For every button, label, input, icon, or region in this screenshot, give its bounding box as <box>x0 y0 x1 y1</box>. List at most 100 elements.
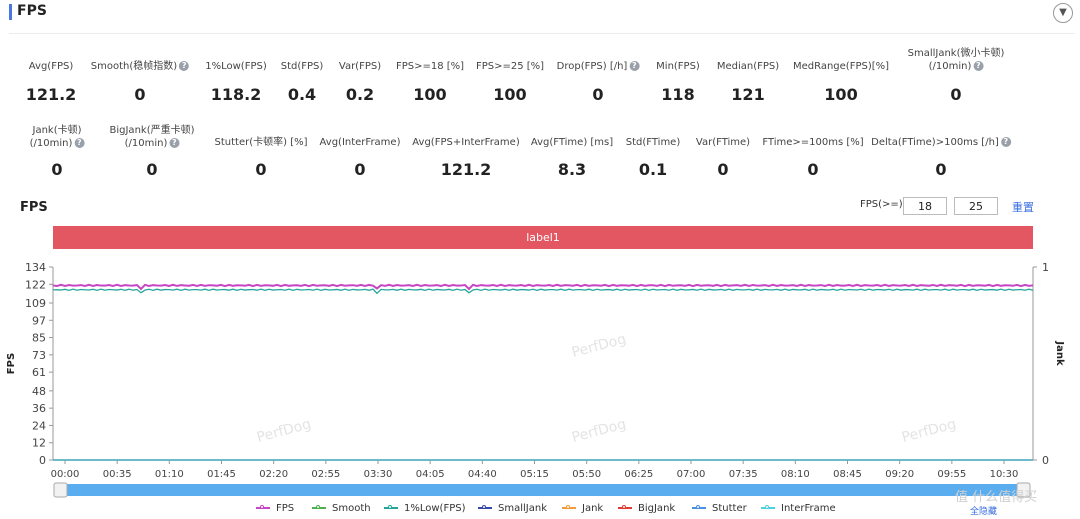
series-line-1-low-fps- <box>52 288 1034 295</box>
slider-handle-left[interactable] <box>53 482 68 498</box>
x-tick-label: 01:10 <box>155 469 184 480</box>
y-tick-label: 109 <box>25 297 46 310</box>
metric-metrics_row1-3: Std(FPS) 0.4 <box>280 60 324 104</box>
metric-unit-text: (/10min) <box>928 61 972 72</box>
metric-label-text: Jank(卡顿) <box>32 125 82 136</box>
help-icon[interactable]: ? <box>973 61 984 71</box>
help-icon[interactable]: ? <box>1000 137 1011 147</box>
hide-all-button[interactable]: 全隐藏 <box>970 507 998 517</box>
metric-label: Delta(FTime)>100ms [/h]? <box>871 136 1011 149</box>
metric-label-text: 1%Low(FPS) <box>205 61 267 72</box>
metric-metrics_row1-8: Min(FPS) 118 <box>656 60 700 104</box>
fps-chart: 0 12 24 36 48 61 73 85 97 109 122 134 0 1 FPS Jank 00:00… <box>6 261 1065 498</box>
metric-metrics_row2-3: Avg(InterFrame) 0 <box>319 136 401 179</box>
metric-label: SmallJank(微小卡顿) <box>908 47 1005 60</box>
metric-label: Var(FTime) <box>696 136 750 149</box>
y-tick-label: 12 <box>32 437 46 450</box>
help-icon[interactable]: ? <box>179 61 190 71</box>
y2-tick-label: 0 <box>1042 454 1049 467</box>
help-icon[interactable]: ? <box>74 138 85 148</box>
metric-value: 0 <box>935 160 947 179</box>
chevron-down-icon[interactable]: ▼ <box>1053 3 1073 23</box>
legend-swatch <box>761 505 775 509</box>
metric-value: 0 <box>950 85 962 104</box>
metric-label-text: Std(FPS) <box>280 61 324 72</box>
metric-metrics_row1-4: Var(FPS) 0.2 <box>339 60 381 104</box>
fps-threshold-2-input[interactable] <box>954 197 998 215</box>
legend-label: Smooth <box>332 503 371 514</box>
legend-swatch <box>384 505 398 509</box>
y-tick-label: 85 <box>32 332 46 345</box>
metric-label: Var(FPS) <box>339 60 381 73</box>
legend-item-interframe[interactable]: InterFrame <box>761 503 836 514</box>
legend-item-fps[interactable]: FPS <box>256 503 294 514</box>
series-line-fps <box>52 283 1034 291</box>
legend-item-jank[interactable]: Jank <box>562 503 603 514</box>
legend-swatch <box>256 505 270 509</box>
metric-unit-text: (/10min) <box>124 138 168 149</box>
metric-label-unit: (/10min)? <box>30 137 85 150</box>
metric-label: Drop(FPS) [/h]? <box>557 60 640 73</box>
x-tick-label: 03:30 <box>364 469 393 480</box>
metric-value: 0.2 <box>345 85 375 104</box>
legend-item-smooth[interactable]: Smooth <box>312 503 371 514</box>
metric-value: 0 <box>146 160 158 179</box>
metric-value: 0 <box>51 160 63 179</box>
fps-threshold-1-input[interactable] <box>903 197 947 215</box>
x-tick-label: 08:45 <box>833 469 862 480</box>
metric-value: 121.2 <box>25 85 77 104</box>
legend-swatch <box>312 505 326 509</box>
metric-label-unit: (/10min)? <box>908 60 1005 73</box>
metric-metrics_row1-10: MedRange(FPS)[%] 100 <box>792 60 890 104</box>
metric-metrics_row2-8: FTime>=100ms [%] 0 <box>762 136 864 179</box>
y-tick-label: 24 <box>32 419 46 432</box>
legend-item-stutter[interactable]: Stutter <box>692 503 747 514</box>
x-tick-label: 04:05 <box>416 469 445 480</box>
metric-value: 100 <box>493 85 527 104</box>
y-tick-label: 48 <box>32 385 46 398</box>
metric-label: Median(FPS) <box>717 60 779 73</box>
metric-label-text: Avg(FTime) [ms] <box>530 137 614 148</box>
legend-item-bigjank[interactable]: BigJank <box>618 503 675 514</box>
metric-metrics_row1-9: Median(FPS) 121 <box>717 60 779 104</box>
help-icon[interactable]: ? <box>629 61 640 71</box>
metric-metrics_row2-9: Delta(FTime)>100ms [/h]? 0 <box>871 136 1011 179</box>
y-axis-title: FPS <box>6 353 17 374</box>
x-tick-label: 08:10 <box>781 469 810 480</box>
metric-value: 0 <box>255 160 267 179</box>
metric-label-text: BigJank(严重卡顿) <box>109 125 195 136</box>
legend-swatch <box>618 505 632 509</box>
label-bar[interactable]: label1 <box>53 226 1033 249</box>
metric-label: Avg(FPS+InterFrame) <box>412 136 519 149</box>
metric-value: 118.2 <box>210 85 262 104</box>
legend-swatch <box>478 505 492 509</box>
y-tick-label: 97 <box>32 314 46 327</box>
legend-label: FPS <box>276 503 295 514</box>
metric-label-text: Avg(InterFrame) <box>319 137 401 148</box>
metric-label: FPS>=18 [%] <box>396 60 464 73</box>
legend-label: Stutter <box>712 503 747 514</box>
metric-label: BigJank(严重卡顿) <box>110 124 195 137</box>
help-icon[interactable]: ? <box>169 138 180 148</box>
reset-button[interactable]: 重置 <box>1012 201 1034 214</box>
legend-label: InterFrame <box>781 503 836 514</box>
metric-metrics_row2-6: Std(FTime) 0.1 <box>626 136 680 179</box>
metric-metrics_row2-4: Avg(FPS+InterFrame) 121.2 <box>412 136 519 179</box>
metric-label: Jank(卡顿) <box>30 124 85 137</box>
chart-title: FPS <box>20 200 48 215</box>
metric-label-text: Drop(FPS) [/h] <box>556 61 628 72</box>
x-tick-label: 09:55 <box>937 469 966 480</box>
legend-label: 1%Low(FPS) <box>404 503 466 514</box>
metric-label-text: MedRange(FPS)[%] <box>792 61 890 72</box>
watermark: PerfDog <box>570 416 628 446</box>
slider-handle-right[interactable] <box>1016 482 1031 498</box>
legend-item-1-low-fps-[interactable]: 1%Low(FPS) <box>384 503 466 514</box>
metric-metrics_row1-7: Drop(FPS) [/h]? 0 <box>557 60 640 104</box>
x-tick-label: 00:00 <box>51 469 80 480</box>
metric-label-text: FTime>=100ms [%] <box>762 137 864 148</box>
y-tick-label: 134 <box>25 261 46 274</box>
legend-item-smalljank[interactable]: SmallJank <box>478 503 547 514</box>
metric-label-text: FPS>=25 [%] <box>475 61 545 72</box>
metric-metrics_row1-5: FPS>=18 [%] 100 <box>396 60 464 104</box>
x-tick-label: 02:20 <box>259 469 288 480</box>
